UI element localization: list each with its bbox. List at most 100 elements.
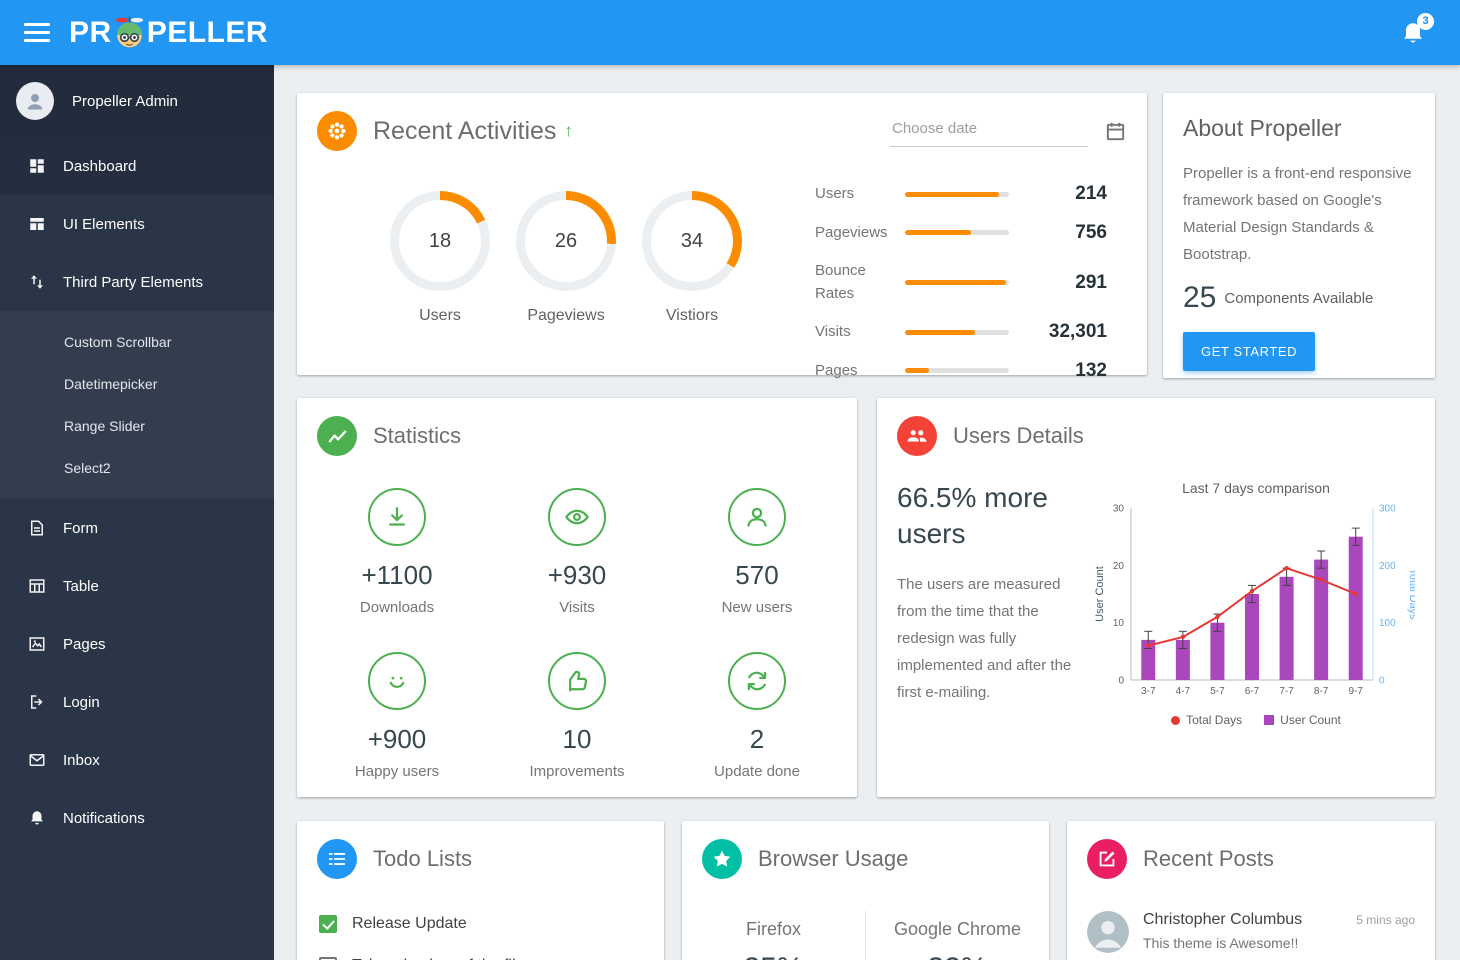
legend-label: User Count <box>1280 713 1341 727</box>
components-count: 25 <box>1183 281 1217 314</box>
sidebar-item-range-slider[interactable]: Range Slider <box>64 418 145 434</box>
statistic-new-users: 570 New users <box>667 488 847 616</box>
users-comparison-chart: 0 10 20 30 0 100 200 300 3-7 4-7 5-7 6-7 7-7 8-7 9-7 Us… <box>1093 498 1419 705</box>
sidebar-item-datetimepicker[interactable]: Datetimepicker <box>64 376 158 392</box>
posts-list: Christopher Columbus 5 mins ago This theme… <box>1067 897 1435 960</box>
choose-date-input[interactable]: Choose date <box>890 116 1088 147</box>
sidebar-item-select2[interactable]: Select2 <box>64 460 111 476</box>
donut-label: Vistiors <box>665 307 719 324</box>
post-header: Christopher Columbus 5 mins ago <box>1143 911 1415 929</box>
statistic-label: Happy users <box>354 763 440 780</box>
activity-donuts: 18 Users 26 Pageviews 34 Vistiors <box>317 171 815 398</box>
stat-value: 32,301 <box>1048 321 1107 343</box>
todo-card: Todo Lists Release Update Take a backup o… <box>297 821 664 960</box>
stat-progressbar <box>905 191 1009 197</box>
activity-stat-bounce-rates: Bounce Rates 291 <box>815 260 1107 305</box>
post-avatar <box>1087 911 1129 953</box>
download-icon <box>368 488 426 546</box>
dashboard-icon <box>27 157 47 175</box>
login-icon <box>27 693 47 711</box>
brand-text-right: PELLER <box>146 15 269 49</box>
sidebar-item-login[interactable]: Login <box>0 673 274 731</box>
svg-text:6-7: 6-7 <box>1245 686 1260 697</box>
svg-text:3-7: 3-7 <box>1141 686 1156 697</box>
donut-vistiors: 34 Vistiors <box>642 191 742 398</box>
statistics-icon <box>317 416 357 456</box>
stat-progress-fill <box>905 368 929 374</box>
sidebar-profile[interactable]: Propeller Admin <box>0 65 274 137</box>
recent-posts-title: Recent Posts <box>1143 846 1274 871</box>
todo-icon <box>317 839 357 879</box>
menu-icon[interactable] <box>24 18 50 47</box>
recent-activities-card: Recent Activities ↑ Choose date 18 Users 2… <box>297 93 1147 381</box>
statistic-happy-users: +900 Happy users <box>307 652 487 780</box>
post-author-name: Christopher Columbus <box>1143 911 1303 928</box>
sidebar: Propeller Admin Dashboard UI Elements Thir… <box>0 65 274 960</box>
browser-usage-icon <box>702 839 742 879</box>
statistic-value: +1100 <box>361 560 433 590</box>
checkbox-checked[interactable] <box>319 915 337 933</box>
statistic-value: 570 <box>735 560 779 590</box>
sidebar-item-table[interactable]: Table <box>0 557 274 615</box>
person-icon <box>728 488 786 546</box>
sidebar-item-inbox[interactable]: Inbox <box>0 731 274 789</box>
trend-up-icon: ↑ <box>564 121 573 140</box>
statistic-label: Downloads <box>359 599 435 616</box>
sidebar-item-ui-elements[interactable]: UI Elements <box>0 195 274 253</box>
browser-name: Google Chrome <box>893 919 1022 939</box>
stat-progress-fill <box>905 329 975 335</box>
about-description: Propeller is a front-end responsive fram… <box>1183 165 1412 263</box>
donut-hole <box>651 200 733 282</box>
browser-usage-columns: Firefox 25% Google Chrome 32% <box>682 911 1049 960</box>
users-details-card: Users Details 66.5% more users The users… <box>877 398 1435 797</box>
svg-text:8-7: 8-7 <box>1314 686 1329 697</box>
svg-text:0: 0 <box>1379 676 1385 687</box>
stat-progress-fill <box>905 191 999 197</box>
statistics-title: Statistics <box>373 423 462 448</box>
post-christopher-columbus[interactable]: Christopher Columbus 5 mins ago This theme… <box>1067 899 1435 960</box>
todo-item-take-a-backup-of-the-files: Take a backup of the files <box>297 945 664 960</box>
sidebar-item-form[interactable]: Form <box>0 499 274 557</box>
legend-label: Total Days <box>1186 713 1243 727</box>
legend-user-count: User Count <box>1264 713 1341 727</box>
browser-percent: 25% <box>682 952 865 960</box>
topbar: PR PELLER 3 <box>0 0 1460 65</box>
recent-activities-title-text: Recent Activities <box>373 116 557 145</box>
notifications-bell-icon[interactable]: 3 <box>1400 12 1434 46</box>
sidebar-item-third-party-elements[interactable]: Third Party Elements <box>0 253 274 311</box>
svg-text:10: 10 <box>1113 618 1125 629</box>
statistic-update-done: 2 Update done <box>667 652 847 780</box>
calendar-icon[interactable] <box>1104 120 1127 147</box>
activity-stat-visits: Visits 32,301 <box>815 321 1107 344</box>
recent-posts-card: Recent Posts Christopher Columbus 5 mins … <box>1067 821 1435 960</box>
statistic-label: New users <box>721 599 793 616</box>
post-text: This theme is Awesome!! <box>1143 935 1299 951</box>
sidebar-item-label: Notifications <box>63 809 145 827</box>
sidebar-item-dashboard[interactable]: Dashboard <box>0 137 274 195</box>
sidebar-item-pages[interactable]: Pages <box>0 615 274 673</box>
browser-usage-title: Browser Usage <box>758 846 909 871</box>
sidebar-item-notifications[interactable]: Notifications <box>0 789 274 847</box>
get-started-button[interactable]: GET STARTED <box>1183 332 1316 371</box>
checkbox-unchecked[interactable] <box>319 957 337 960</box>
legend-total-days: Total Days <box>1171 713 1242 727</box>
stat-label: Bounce Rates <box>815 262 866 302</box>
sidebar-item-label: Login <box>63 693 100 711</box>
notifications-icon <box>27 809 47 827</box>
legend-marker-square <box>1264 715 1275 725</box>
sidebar-item-label: Table <box>63 577 99 595</box>
todo-title: Todo Lists <box>373 846 473 871</box>
stat-value: 756 <box>1075 221 1107 243</box>
donut-label: Users <box>419 307 461 324</box>
legend-marker-circle <box>1171 715 1181 725</box>
form-icon <box>27 519 47 537</box>
donut-ring: 18 <box>390 191 490 291</box>
statistic-label: Visits <box>559 599 595 616</box>
svg-text:30: 30 <box>1113 504 1125 515</box>
statistic-label: Improvements <box>529 763 625 780</box>
activity-stat-pageviews: Pageviews 756 <box>815 222 1107 245</box>
stat-label: Pageviews <box>815 223 888 241</box>
donut-value: 18 <box>428 229 452 252</box>
sidebar-item-custom-scrollbar[interactable]: Custom Scrollbar <box>64 334 172 350</box>
profile-name: Propeller Admin <box>72 92 178 110</box>
